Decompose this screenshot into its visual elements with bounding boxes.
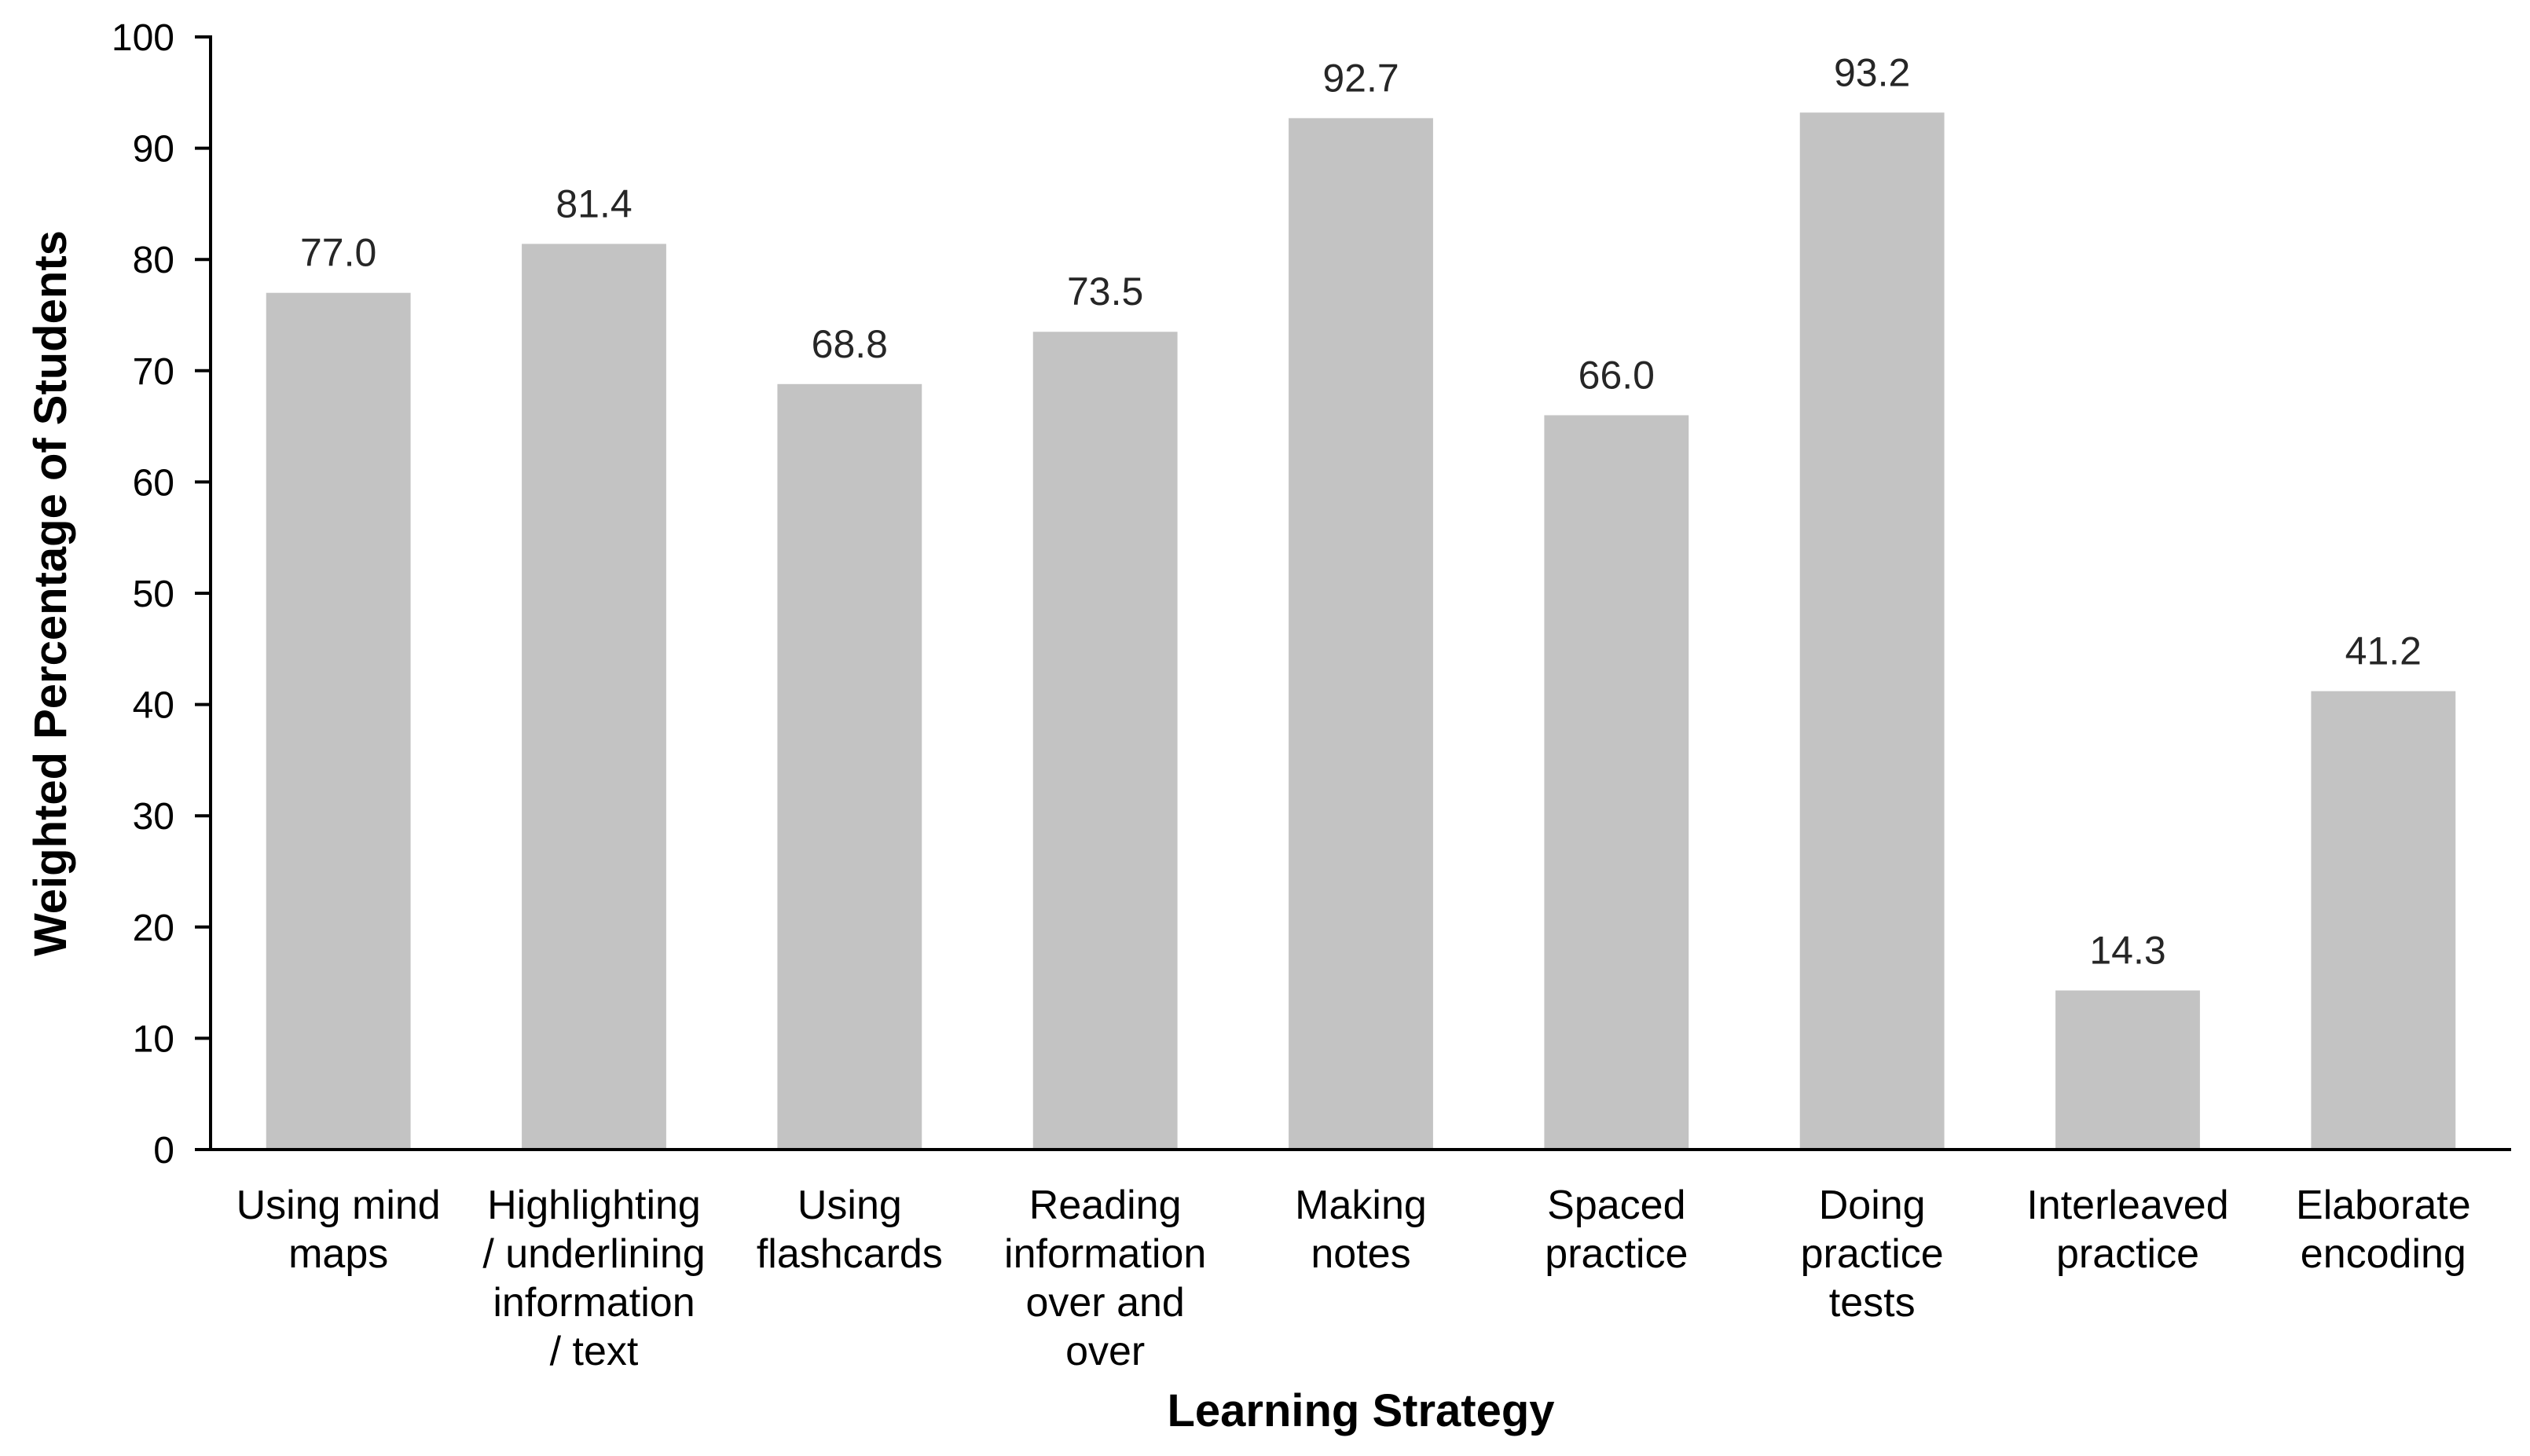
bar <box>1799 112 1945 1150</box>
y-ticks-group: 0 10 20 30 40 50 60 70 80 90 100 <box>112 17 211 1172</box>
bars-group <box>266 112 2456 1150</box>
y-tick-label: 30 <box>133 796 174 838</box>
data-label: 73.5 <box>1067 270 1143 314</box>
data-label: 41.2 <box>2345 629 2422 673</box>
x-category-label: Making notes <box>1295 1183 1427 1277</box>
x-axis-title: Learning Strategy <box>1167 1385 1554 1436</box>
y-tick-label: 100 <box>112 17 174 59</box>
x-category-label-line: / text <box>550 1329 639 1374</box>
x-category-label: Using mind maps <box>236 1183 441 1277</box>
bar <box>2055 990 2200 1150</box>
y-tick-label: 60 <box>133 462 174 504</box>
x-category-label: Elaborate encoding <box>2296 1183 2471 1277</box>
bar <box>1289 118 1433 1150</box>
bar <box>522 244 666 1150</box>
bar <box>1544 415 1689 1150</box>
x-category-label-line: flashcards <box>757 1231 943 1277</box>
bar <box>2311 691 2456 1150</box>
x-category-label: Spaced practice <box>1545 1183 1688 1277</box>
y-tick-label: 40 <box>133 685 174 727</box>
y-tick-label: 50 <box>133 574 174 615</box>
bar <box>266 292 411 1150</box>
x-category-label-line: Using mind <box>236 1183 441 1228</box>
x-category-label-line: Elaborate <box>2296 1183 2471 1228</box>
x-category-label-line: encoding <box>2301 1231 2466 1277</box>
x-category-label-line: practice <box>1801 1231 1944 1277</box>
y-tick-label: 20 <box>133 908 174 949</box>
x-category-label-line: information <box>493 1280 695 1326</box>
data-labels-group: 77.0 81.4 68.8 73.5 92.7 66.0 93.2 14.3 41.2 <box>300 50 2422 972</box>
x-category-label-line: practice <box>1545 1231 1688 1277</box>
x-category-label-line: maps <box>288 1231 388 1277</box>
x-category-label-line: practice <box>2056 1231 2199 1277</box>
y-tick-label: 70 <box>133 351 174 393</box>
data-label: 68.8 <box>812 322 888 366</box>
x-category-label-line: tests <box>1829 1280 1916 1326</box>
x-category-label: Reading information over and over <box>1004 1183 1206 1374</box>
bar <box>1032 332 1178 1150</box>
y-tick-label: 0 <box>153 1130 174 1172</box>
bar <box>777 383 922 1150</box>
data-label: 77.0 <box>300 231 376 275</box>
x-category-label-line: Highlighting <box>487 1183 701 1228</box>
y-tick-label: 10 <box>133 1018 174 1060</box>
x-category-label-line: information <box>1004 1231 1206 1277</box>
x-category-label-line: notes <box>1311 1231 1410 1277</box>
y-axis-title: Weighted Percentage of Students <box>25 230 76 956</box>
x-category-label-line: Interleaved <box>2026 1183 2228 1228</box>
x-category-label: Highlighting / underlining information / te… <box>482 1183 705 1374</box>
x-category-label-line: / underlining <box>482 1231 705 1277</box>
data-label: 93.2 <box>1834 50 1910 94</box>
data-label: 66.0 <box>1578 353 1655 397</box>
y-tick-label: 80 <box>133 240 174 281</box>
x-category-label-line: Spaced <box>1547 1183 1685 1228</box>
x-category-label-line: over <box>1065 1329 1145 1374</box>
x-category-label-line: Reading <box>1029 1183 1182 1228</box>
data-label: 81.4 <box>556 182 632 226</box>
x-category-label-line: over and <box>1025 1280 1184 1326</box>
x-category-label-line: Using <box>798 1183 902 1228</box>
data-label: 92.7 <box>1322 56 1399 100</box>
data-label: 14.3 <box>2089 929 2165 973</box>
y-tick-label: 90 <box>133 129 174 171</box>
x-category-label-line: Doing <box>1819 1183 1926 1228</box>
x-category-label-line: Making <box>1295 1183 1427 1228</box>
x-category-label: Doing practice tests <box>1801 1183 1944 1326</box>
x-category-label: Using flashcards <box>757 1183 943 1277</box>
x-category-label: Interleaved practice <box>2026 1183 2228 1277</box>
